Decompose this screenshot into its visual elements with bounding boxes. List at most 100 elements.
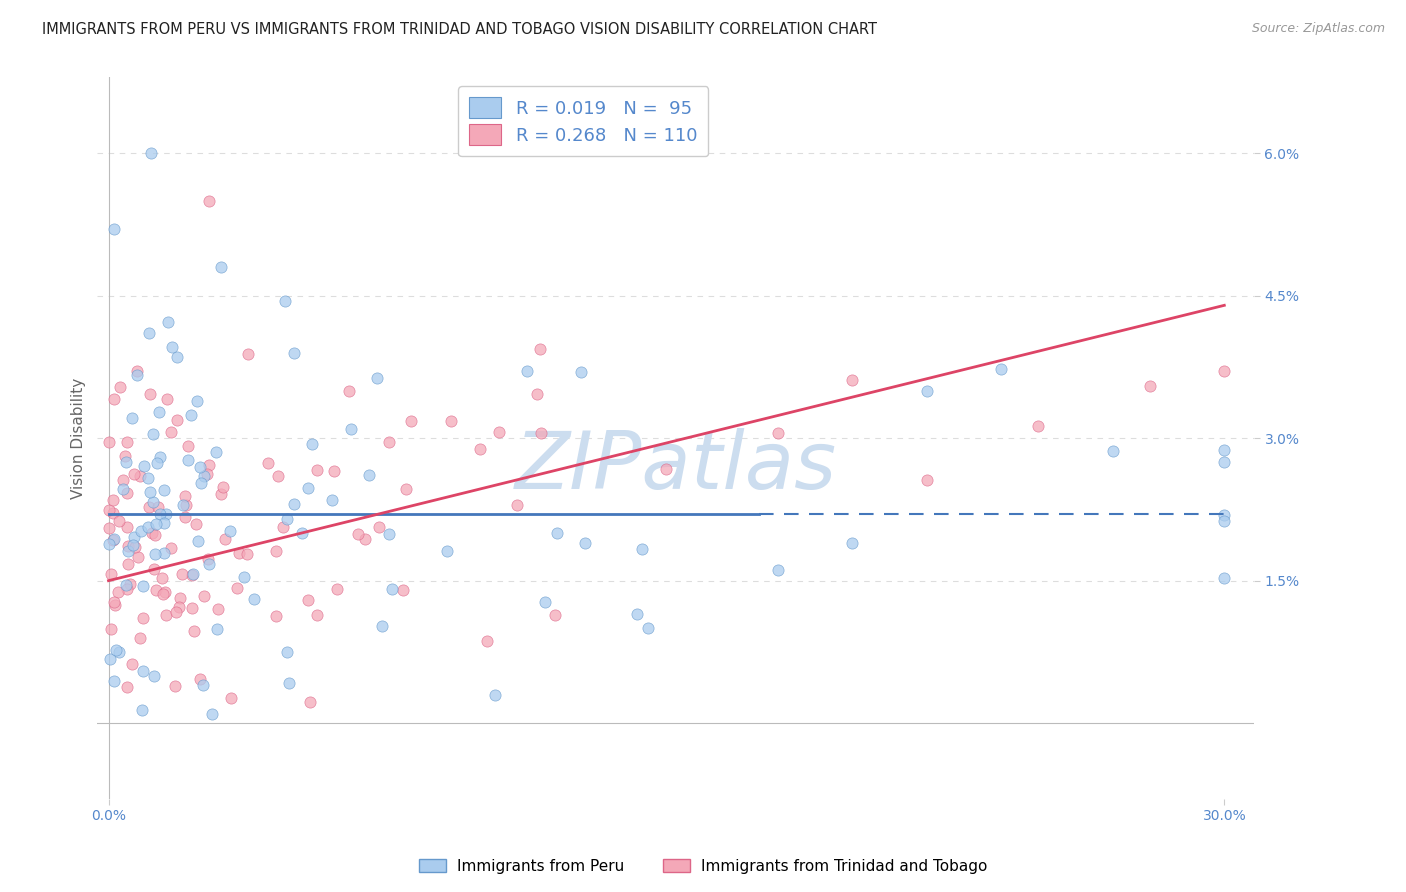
Point [103,532,125,546]
Point [470,442,492,457]
Point [166,412,188,426]
Point [276,645,298,659]
Point [321,492,343,507]
Point [141,146,163,161]
Point [138,387,160,401]
Point [1213,515,1236,529]
Point [197,551,219,566]
Point [145,516,167,531]
Point [120,576,142,591]
Point [121,657,143,671]
Point [115,486,138,500]
Point [395,482,418,496]
Point [337,384,360,399]
Point [98,434,121,449]
Point [190,475,212,490]
Point [145,547,167,561]
Point [546,525,568,540]
Point [209,260,232,275]
Point [366,370,388,384]
Point [111,473,134,487]
Point [174,498,197,512]
Point [271,519,294,533]
Point [129,524,152,539]
Point [256,457,278,471]
Point [160,425,183,439]
Legend: R = 0.019   N =  95, R = 0.268   N = 110: R = 0.019 N = 95, R = 0.268 N = 110 [458,87,709,156]
Point [141,526,163,541]
Point [139,484,162,499]
Point [391,582,413,597]
Point [143,669,166,683]
Point [103,392,125,406]
Point [101,506,124,520]
Point [264,609,287,624]
Point [138,520,160,534]
Point [181,566,204,581]
Point [163,680,186,694]
Point [124,540,146,554]
Point [297,593,319,607]
Point [177,453,200,467]
Point [526,386,548,401]
Point [381,582,404,596]
Point [841,535,863,549]
Point [225,581,247,595]
Point [201,706,224,721]
Point [152,516,174,531]
Point [115,454,138,468]
Point [278,676,301,690]
Point [544,607,567,622]
Point [100,652,122,666]
Point [125,368,148,383]
Point [326,582,349,596]
Point [367,519,389,533]
Point [186,393,208,408]
Point [187,534,209,549]
Point [121,410,143,425]
Point [103,222,125,236]
Point [114,578,136,592]
Point [180,600,202,615]
Point [131,703,153,717]
Point [346,527,368,541]
Point [236,547,259,561]
Point [104,599,127,613]
Point [516,364,538,378]
Point [626,607,648,621]
Point [104,643,127,657]
Point [117,680,139,694]
Point [298,695,321,709]
Point [436,543,458,558]
Point [108,380,131,394]
Point [134,459,156,474]
Point [205,445,228,459]
Point [152,587,174,601]
Point [148,405,170,419]
Point [183,624,205,639]
Point [283,346,305,360]
Point [117,539,139,553]
Point [97,521,120,535]
Point [274,293,297,308]
Point [440,414,463,428]
Point [484,688,506,702]
Point [146,456,169,470]
Point [191,678,214,692]
Point [121,539,143,553]
Point [127,364,149,378]
Point [156,314,179,328]
Point [218,524,240,538]
Point [155,607,177,622]
Point [132,579,155,593]
Point [1139,379,1161,393]
Point [159,541,181,555]
Point [138,500,160,514]
Point [1213,364,1236,378]
Point [169,591,191,606]
Point [190,672,212,686]
Text: ZIPatlas: ZIPatlas [515,428,837,506]
Point [103,492,125,507]
Point [156,392,179,406]
Point [1213,571,1236,585]
